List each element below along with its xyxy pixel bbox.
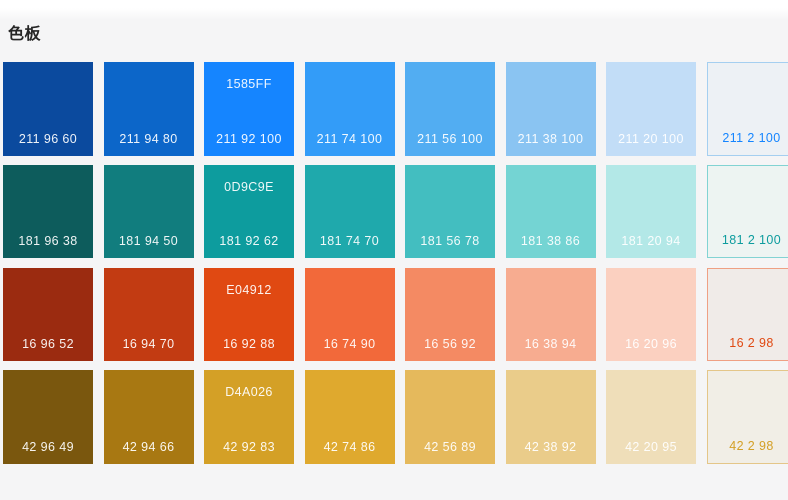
swatch-blue-5: 211 56 100	[405, 62, 495, 156]
swatch-gold-2: 42 94 66	[103, 370, 194, 464]
swatch-gold-7: 42 20 95	[606, 370, 696, 464]
swatch-red-1: 16 96 52	[3, 267, 93, 362]
swatch-hsb-label: 42 74 86	[323, 439, 376, 454]
swatch-teal-8: 181 2 100	[706, 164, 788, 259]
swatch-gold-6: 42 38 92	[505, 370, 596, 464]
swatch-teal-6: 181 38 86	[505, 164, 596, 259]
swatch-teal-4: 181 74 70	[304, 164, 395, 259]
swatch-gold-5: 42 56 89	[405, 370, 495, 464]
swatch-teal-5: 181 56 78	[405, 164, 495, 259]
swatch-hsb-label: 181 2 100	[721, 233, 782, 248]
swatch-hsb-label: 16 94 70	[122, 337, 175, 352]
swatch-hsb-label: 16 74 90	[323, 337, 376, 352]
swatch-teal-1: 181 96 38	[3, 164, 93, 259]
swatch-hsb-label: 42 92 83	[223, 439, 275, 454]
swatch-hsb-label: 181 38 86	[520, 234, 581, 249]
swatch-red-2: 16 94 70	[103, 267, 194, 362]
palette-grid: 211 96 60 211 94 80 1585FF 211 92 100 211 74…	[3, 62, 788, 464]
swatch-hsb-label: 211 2 100	[722, 130, 781, 145]
swatch-gold-4: 42 74 86	[304, 370, 395, 464]
swatch-gold-3: D4A026 42 92 83	[204, 370, 294, 464]
swatch-hsb-label: 42 38 92	[524, 439, 577, 454]
swatch-teal-7: 181 20 94	[606, 164, 696, 259]
swatch-blue-6: 211 38 100	[505, 62, 596, 156]
swatch-hsb-label: 16 56 92	[424, 337, 476, 352]
swatch-hex-label: E04912	[226, 282, 272, 297]
swatch-teal-2: 181 94 50	[103, 164, 194, 259]
swatch-red-7: 16 20 96	[606, 267, 696, 362]
swatch-blue-8: 211 2 100	[706, 62, 788, 156]
swatch-hsb-label: 181 94 50	[118, 234, 179, 249]
swatch-red-8: 16 2 98	[706, 267, 788, 362]
swatch-hsb-label: 16 92 88	[223, 337, 275, 352]
swatch-gold-1: 42 96 49	[3, 370, 93, 464]
swatch-red-5: 16 56 92	[405, 267, 495, 362]
swatch-hsb-label: 181 92 62	[219, 234, 279, 249]
swatch-gold-8: 42 2 98	[706, 370, 788, 464]
swatch-hsb-label: 211 56 100	[417, 131, 483, 146]
swatch-hex-label: 1585FF	[226, 77, 272, 91]
swatch-hsb-label: 16 2 98	[729, 336, 774, 351]
swatch-hsb-label: 211 74 100	[316, 131, 383, 146]
swatch-hsb-label: 211 20 100	[618, 131, 684, 146]
swatch-hsb-label: 16 38 94	[524, 337, 577, 352]
swatch-hsb-label: 211 38 100	[517, 131, 584, 146]
swatch-hsb-label: 16 20 96	[625, 337, 677, 352]
swatch-hsb-label: 42 20 95	[625, 439, 677, 454]
swatch-hsb-label: 16 96 52	[22, 337, 74, 352]
swatch-red-3: E04912 16 92 88	[204, 267, 294, 362]
swatch-hsb-label: 42 96 49	[22, 439, 74, 454]
swatch-blue-2: 211 94 80	[103, 62, 194, 156]
swatch-hex-label: 0D9C9E	[224, 179, 274, 194]
swatch-hsb-label: 181 56 78	[420, 234, 480, 249]
swatch-blue-1: 211 96 60	[3, 62, 93, 156]
swatch-hsb-label: 181 20 94	[621, 234, 681, 249]
swatch-teal-3: 0D9C9E 181 92 62	[204, 164, 294, 259]
swatch-hsb-label: 42 94 66	[122, 439, 175, 454]
swatch-hsb-label: 211 94 80	[119, 131, 178, 146]
swatch-hsb-label: 211 96 60	[18, 131, 78, 146]
swatch-hex-label: D4A026	[225, 385, 273, 400]
swatch-hsb-label: 211 92 100	[216, 131, 282, 146]
swatch-blue-4: 211 74 100	[304, 62, 395, 156]
swatch-hsb-label: 181 74 70	[319, 234, 380, 249]
swatch-red-4: 16 74 90	[304, 267, 395, 362]
swatch-hsb-label: 181 96 38	[18, 234, 78, 249]
swatch-hsb-label: 42 2 98	[729, 438, 774, 453]
swatch-hsb-label: 42 56 89	[424, 439, 476, 454]
page-title: 色板	[8, 26, 42, 43]
swatch-blue-3: 1585FF 211 92 100	[204, 62, 294, 156]
swatch-red-6: 16 38 94	[505, 267, 596, 362]
swatch-blue-7: 211 20 100	[606, 62, 696, 156]
